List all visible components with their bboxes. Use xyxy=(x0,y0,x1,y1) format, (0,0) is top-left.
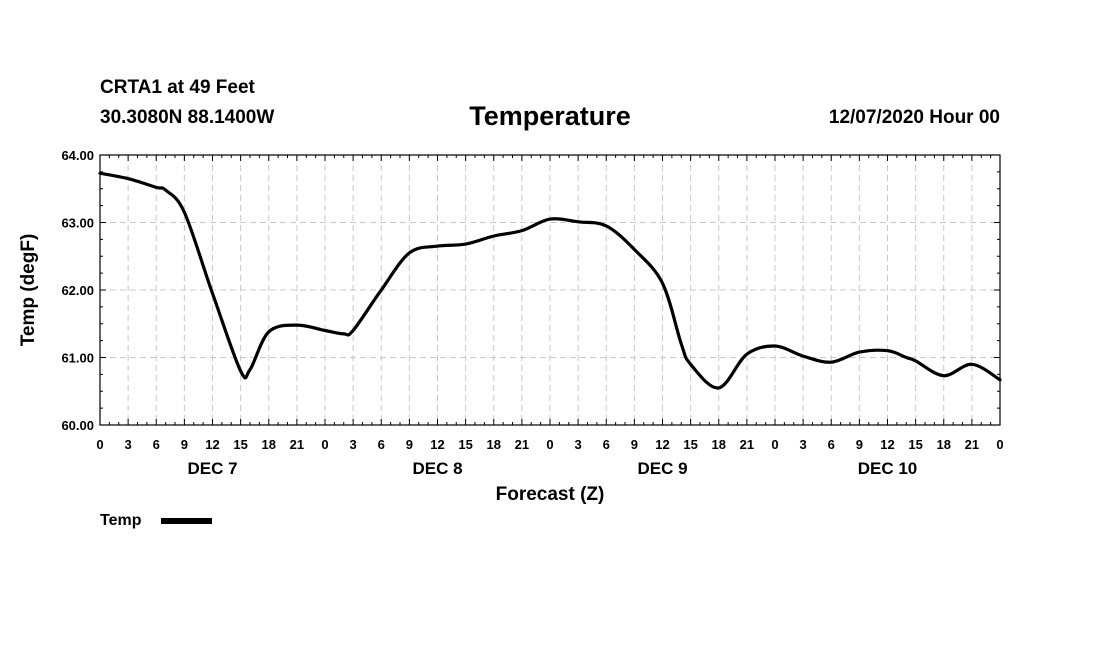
grid xyxy=(100,155,1000,425)
x-tick-label: 18 xyxy=(712,437,726,452)
x-tick-label: 21 xyxy=(965,437,979,452)
x-tick-label: 9 xyxy=(406,437,413,452)
x-tick-label: 12 xyxy=(880,437,894,452)
x-tick-label: 18 xyxy=(487,437,501,452)
x-tick-label: 6 xyxy=(603,437,610,452)
coords-label: 30.3080N 88.1400W xyxy=(100,107,275,128)
x-tick-label: 0 xyxy=(321,437,328,452)
legend-label: Temp xyxy=(100,512,142,529)
x-tick-label: 3 xyxy=(125,437,132,452)
x-tick-label: 12 xyxy=(205,437,219,452)
temp-series-line xyxy=(98,171,1002,390)
x-tick-label: 9 xyxy=(631,437,638,452)
x-tick-label: 21 xyxy=(290,437,304,452)
x-tick-label: 0 xyxy=(96,437,103,452)
day-label: DEC 10 xyxy=(858,459,918,478)
x-tick-label: 3 xyxy=(575,437,582,452)
x-tick-label: 15 xyxy=(908,437,922,452)
axis-ticks xyxy=(99,154,1001,426)
x-tick-label: 12 xyxy=(655,437,669,452)
y-tick-labels: 60.00 61.00 62.00 63.00 64.00 xyxy=(61,148,94,433)
x-tick-label: 3 xyxy=(800,437,807,452)
x-tick-label: 3 xyxy=(350,437,357,452)
x-tick-label: 21 xyxy=(515,437,529,452)
x-tick-label: 18 xyxy=(262,437,276,452)
day-labels: DEC 7 DEC 8 DEC 9 DEC 10 xyxy=(187,459,917,478)
x-tick-label: 6 xyxy=(828,437,835,452)
station-label: CRTA1 at 49 Feet xyxy=(100,77,255,98)
x-tick-label: 0 xyxy=(996,437,1003,452)
y-tick-label: 64.00 xyxy=(61,148,94,163)
day-label: DEC 7 xyxy=(187,459,237,478)
y-tick-label: 62.00 xyxy=(61,283,94,298)
x-tick-label: 6 xyxy=(378,437,385,452)
x-tick-label: 0 xyxy=(771,437,778,452)
x-tick-label: 15 xyxy=(683,437,697,452)
x-tick-label: 6 xyxy=(153,437,160,452)
x-tick-label: 15 xyxy=(458,437,472,452)
y-tick-label: 63.00 xyxy=(61,216,94,231)
y-tick-label: 61.00 xyxy=(61,351,94,366)
y-axis-title: Temp (degF) xyxy=(18,234,39,347)
datetime-label: 12/07/2020 Hour 00 xyxy=(828,107,1000,128)
x-tick-label: 9 xyxy=(181,437,188,452)
x-tick-label: 15 xyxy=(233,437,247,452)
chart-title: Temperature xyxy=(469,101,631,131)
x-tick-label: 9 xyxy=(856,437,863,452)
x-tick-label: 21 xyxy=(740,437,754,452)
day-label: DEC 9 xyxy=(637,459,687,478)
x-tick-label: 0 xyxy=(546,437,553,452)
day-label: DEC 8 xyxy=(412,459,462,478)
x-tick-labels: 0 3 6 9 12 15 18 21 0 3 6 9 12 15 18 21 0 3 6 9 12 15 18 21 0 3 6 9… xyxy=(96,437,1003,452)
x-axis-title: Forecast (Z) xyxy=(496,484,605,505)
x-tick-label: 18 xyxy=(937,437,951,452)
x-tick-label: 12 xyxy=(430,437,444,452)
y-tick-label: 60.00 xyxy=(61,418,94,433)
